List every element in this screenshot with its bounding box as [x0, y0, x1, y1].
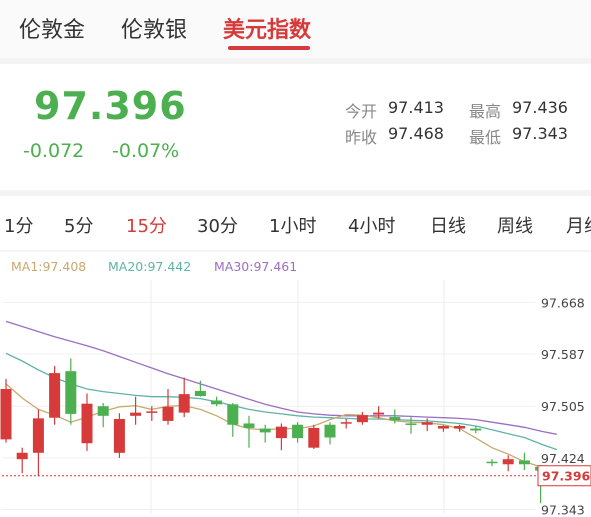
- candle-body: [275, 426, 287, 439]
- candle-body: [373, 412, 385, 415]
- period-1h[interactable]: 1小时: [269, 216, 317, 237]
- candle-body: [243, 423, 255, 428]
- candle-body: [178, 394, 190, 413]
- open-label: 今开: [345, 102, 378, 121]
- y-tick-label: 97.343: [541, 503, 585, 517]
- period-15m[interactable]: 15分: [126, 216, 167, 237]
- tab-dollar-index[interactable]: 美元指数: [223, 18, 312, 43]
- candle-body: [162, 406, 174, 421]
- prev-close-label: 昨收: [345, 128, 378, 147]
- ma1-label: MA1:97.408: [11, 259, 87, 274]
- kline-chart[interactable]: MA1:97.408 MA20:97.442 MA30:97.461 97.66…: [0, 252, 591, 517]
- high-value: 97.436: [512, 98, 568, 117]
- low-label: 最低: [469, 128, 502, 147]
- candle-body: [16, 452, 28, 460]
- candle-body: [194, 390, 206, 397]
- candle-body: [65, 371, 77, 414]
- y-tick-label: 97.668: [541, 295, 585, 310]
- candle-body: [81, 403, 93, 444]
- candle-body: [502, 459, 514, 465]
- candle-body: [0, 389, 12, 440]
- ma20-line: [5, 352, 558, 451]
- candle-body: [49, 373, 61, 418]
- high-label: 最高: [469, 102, 502, 121]
- candle-body: [308, 427, 320, 448]
- candle-body: [130, 412, 142, 416]
- candle-body: [259, 428, 271, 433]
- candle-body: [470, 428, 482, 431]
- candle-body: [340, 422, 352, 424]
- current-price-tag: 97.396: [542, 469, 591, 484]
- current-price-tag-box: [537, 465, 591, 487]
- y-tick-label: 97.587: [541, 347, 585, 362]
- candle-body: [486, 461, 498, 464]
- y-tick-label: 97.424: [541, 451, 585, 466]
- prev-close-value: 97.468: [388, 124, 444, 143]
- candle-body: [356, 415, 368, 423]
- candle-body: [211, 400, 223, 405]
- price-change: -0.072: [23, 140, 85, 162]
- candle-body: [227, 404, 239, 425]
- period-selector: 1分 5分 15分 30分 1小时 4小时 日线 周线 月线: [0, 196, 591, 250]
- tab-london-silver[interactable]: 伦敦银: [121, 18, 188, 43]
- active-tab-indicator: [228, 46, 310, 50]
- candle-body: [421, 422, 433, 425]
- quote-panel: 97.396 -0.072 -0.07% 今开 97.413 最高 97.436…: [0, 64, 591, 190]
- open-value: 97.413: [388, 98, 444, 117]
- candle-body: [113, 418, 125, 453]
- ma30-label: MA30:97.461: [214, 259, 298, 274]
- period-daily[interactable]: 日线: [430, 216, 466, 237]
- candle-body: [454, 426, 466, 429]
- candle-body: [32, 418, 44, 453]
- tab-london-gold[interactable]: 伦敦金: [19, 18, 86, 43]
- instrument-tabs: 伦敦金 伦敦银 美元指数: [0, 0, 591, 58]
- low-value: 97.343: [512, 124, 568, 143]
- ma20-label: MA20:97.442: [108, 259, 192, 274]
- candle-body: [389, 417, 401, 421]
- candle-body: [324, 424, 336, 438]
- candle-body: [405, 423, 417, 425]
- ma30-line: [5, 320, 557, 435]
- period-5m[interactable]: 5分: [64, 216, 94, 237]
- candle-body: [146, 411, 158, 413]
- price-change-percent: -0.07%: [112, 140, 180, 162]
- candle-body: [97, 406, 109, 416]
- period-1m[interactable]: 1分: [4, 216, 34, 237]
- y-tick-label: 97.505: [541, 399, 585, 414]
- candle-body: [292, 424, 304, 439]
- period-30m[interactable]: 30分: [197, 216, 238, 237]
- candle-body: [437, 426, 449, 429]
- candle-body: [518, 460, 530, 465]
- candlestick-plot: 97.668 97.587 97.505 97.424 97.343 97.396: [0, 280, 591, 517]
- last-price: 97.396: [34, 84, 187, 128]
- period-monthly[interactable]: 月线: [566, 216, 591, 237]
- period-4h[interactable]: 4小时: [348, 216, 396, 237]
- period-weekly[interactable]: 周线: [497, 216, 533, 237]
